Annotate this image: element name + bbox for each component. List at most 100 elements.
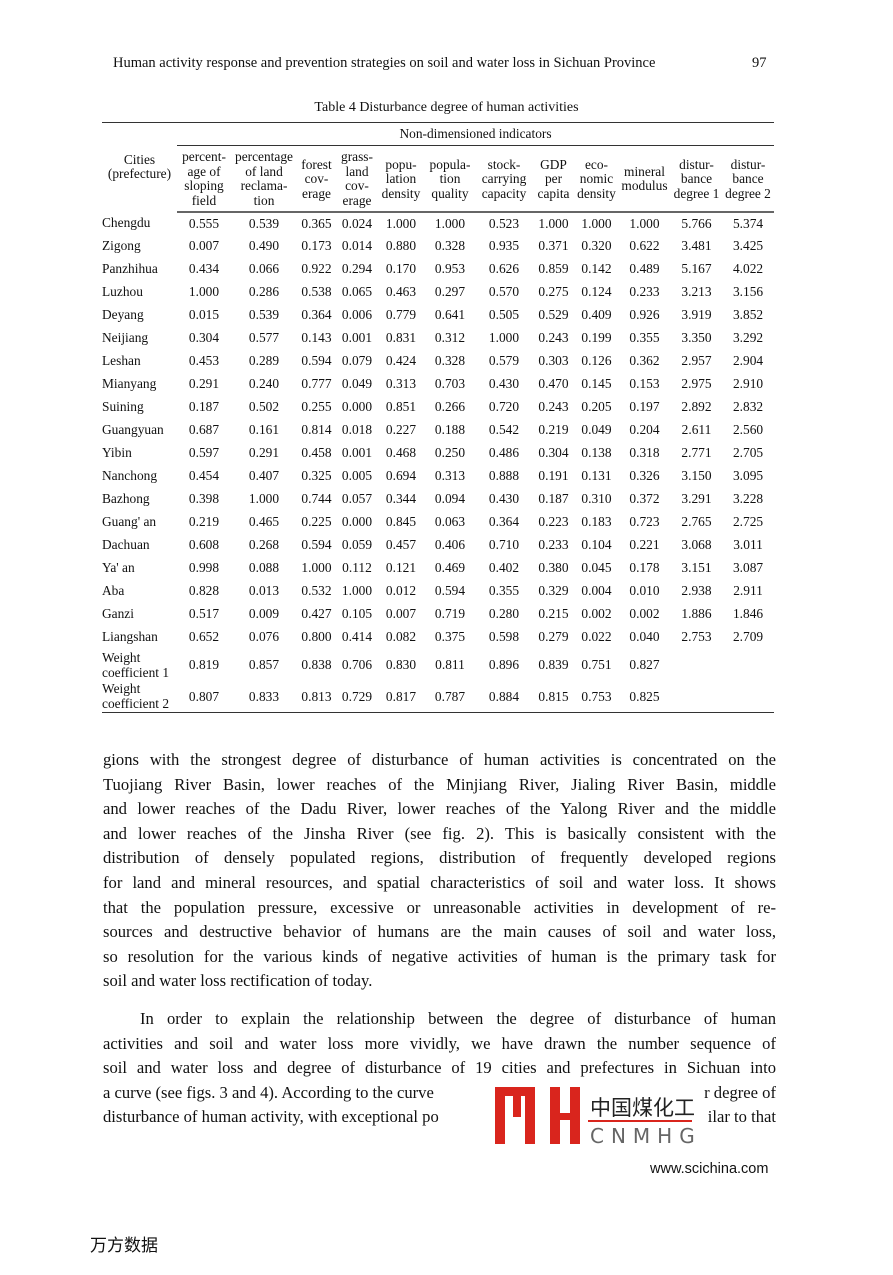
header-line: tion [439, 171, 461, 186]
header-line: erage [342, 192, 372, 208]
table-cell: 0.188 [434, 422, 466, 437]
table-cell: 0.364 [488, 514, 520, 529]
header-line: lation [385, 171, 417, 186]
row-label: Guangyuan [102, 422, 164, 437]
table-cell: 0.240 [248, 376, 280, 391]
table-cell: 0.409 [581, 307, 612, 322]
paragraph-1: gions with the strongest degree of distu… [103, 748, 776, 994]
table-cell: 0.845 [385, 514, 417, 529]
header-line: degree 1 [673, 185, 720, 201]
table-cell: 0.219 [538, 422, 569, 437]
table-cell: 2.910 [732, 376, 764, 391]
table-cell: 0.088 [248, 560, 280, 575]
table-cell: 0.424 [385, 353, 417, 368]
table-cell: 0.542 [488, 422, 520, 437]
table-cell: 0.703 [434, 376, 466, 391]
table-cell: 0.523 [488, 215, 520, 231]
table-cell: 0.205 [581, 399, 612, 414]
table-cell: 0.131 [581, 468, 612, 483]
table-cell: 0.380 [538, 560, 569, 575]
table-cell: 0.430 [488, 491, 520, 506]
paragraph-2: In order to explain the relationship bet… [103, 1007, 776, 1130]
table-cell: 0.289 [248, 353, 280, 368]
svg-text:CNMHG: CNMHG [590, 1124, 700, 1145]
table-cell: 0.007 [385, 606, 417, 621]
table-cell: 0.622 [629, 238, 660, 253]
table-cell: 0.312 [434, 330, 466, 345]
table-cell: 0.328 [434, 353, 466, 368]
row-label: Weight coefficient 2 [102, 681, 170, 712]
table-cell: 0.828 [188, 583, 220, 598]
header-line: GDP [540, 156, 567, 172]
table-cell: 0.626 [488, 261, 520, 276]
header-line: sloping [184, 178, 224, 194]
table-cell: 0.013 [248, 583, 280, 598]
table-cell: 0.227 [385, 422, 417, 437]
table-cell: 0.049 [581, 422, 612, 437]
header-line: Cities [123, 151, 156, 167]
header-line: per [544, 171, 563, 186]
table-cell: 0.187 [188, 399, 220, 414]
table-cell: 0.787 [434, 688, 466, 704]
table-row: Bazhong 0.398 1.000 0.744 0.057 0.344 0.094 0.4… [102, 488, 774, 511]
table-cell: 3.095 [732, 468, 764, 483]
table-cell: 0.362 [629, 353, 660, 368]
table-cell: 2.892 [681, 399, 712, 414]
table-cell: 0.303 [538, 353, 569, 368]
table-cell: 0.009 [248, 606, 280, 621]
table-cell: 2.765 [681, 514, 712, 529]
text-line: so resolution for the various kinds of n… [103, 946, 776, 966]
table-row: Dachuan 0.608 0.268 0.594 0.059 0.457 0.406 0.7… [102, 534, 774, 557]
table-cell: 3.228 [732, 491, 764, 506]
header-group: Non-dimensioned indicators [177, 122, 775, 146]
table-cell: 0.830 [385, 657, 417, 672]
footer-url[interactable]: www.scichina.com [650, 1161, 769, 1177]
table-cell: 0.719 [434, 606, 466, 621]
header-line: cov- [304, 171, 329, 186]
header-line: grass- [341, 149, 373, 165]
table-cell [671, 649, 722, 681]
table-cell: 0.161 [248, 422, 280, 437]
table-row: Panzhihua 0.434 0.066 0.922 0.294 0.170 0.953 0… [102, 258, 774, 281]
table-cell: 0.884 [488, 688, 520, 704]
table-cell: 2.911 [733, 583, 763, 598]
header-line: eco- [584, 156, 609, 172]
header-line: density [577, 185, 616, 201]
table-cell: 0.469 [434, 560, 466, 575]
table-cell: 0.022 [581, 629, 612, 644]
table-row: Ganzi 0.517 0.009 0.427 0.105 0.007 0.719 0.280… [102, 603, 774, 626]
text-line-right: ilar to that [707, 1107, 776, 1127]
header-line: popula- [429, 156, 471, 172]
table-cell: 2.957 [681, 353, 712, 368]
table-cell: 2.938 [681, 583, 712, 598]
row-label: Panzhihua [102, 261, 158, 276]
table-cell: 0.063 [434, 514, 466, 529]
table-cell: 0.040 [629, 629, 660, 644]
table-cell: 0.310 [581, 491, 612, 506]
table-cell: 3.068 [681, 537, 712, 552]
table-cell: 0.365 [301, 215, 332, 231]
table-cell: 0.825 [629, 688, 660, 704]
table-cell: 1.000 [188, 284, 220, 299]
table-row: Luzhou 1.000 0.286 0.538 0.065 0.463 0.297 0.57… [102, 281, 774, 304]
table-cell: 0.001 [341, 330, 373, 345]
source-mark: 万方数据 [90, 1236, 158, 1256]
table-cell: 1.000 [581, 215, 612, 231]
table-cell: 0.371 [538, 238, 569, 253]
table-cell: 0.280 [488, 606, 520, 621]
table-row: Chengdu 0.555 0.539 0.365 0.024 1.000 1.000 0.5… [102, 212, 774, 235]
text-line: disturbance of human activity, with exce… [103, 1105, 776, 1130]
row-label: Zigong [102, 238, 141, 253]
table-cell: 0.344 [385, 491, 417, 506]
table-cell: 0.268 [248, 537, 280, 552]
table-cell: 0.819 [188, 657, 220, 672]
table-cell: 0.325 [301, 468, 332, 483]
table-cell: 3.292 [732, 330, 764, 345]
text-line: and lower reaches of the Dadu River, low… [103, 799, 776, 819]
table-cell: 0.427 [301, 606, 332, 621]
row-label: Yibin [102, 445, 132, 460]
table-cell: 0.297 [434, 284, 466, 299]
table-cell: 0.143 [301, 330, 332, 345]
table-cell: 0.706 [341, 657, 373, 672]
row-label: Leshan [102, 353, 141, 368]
